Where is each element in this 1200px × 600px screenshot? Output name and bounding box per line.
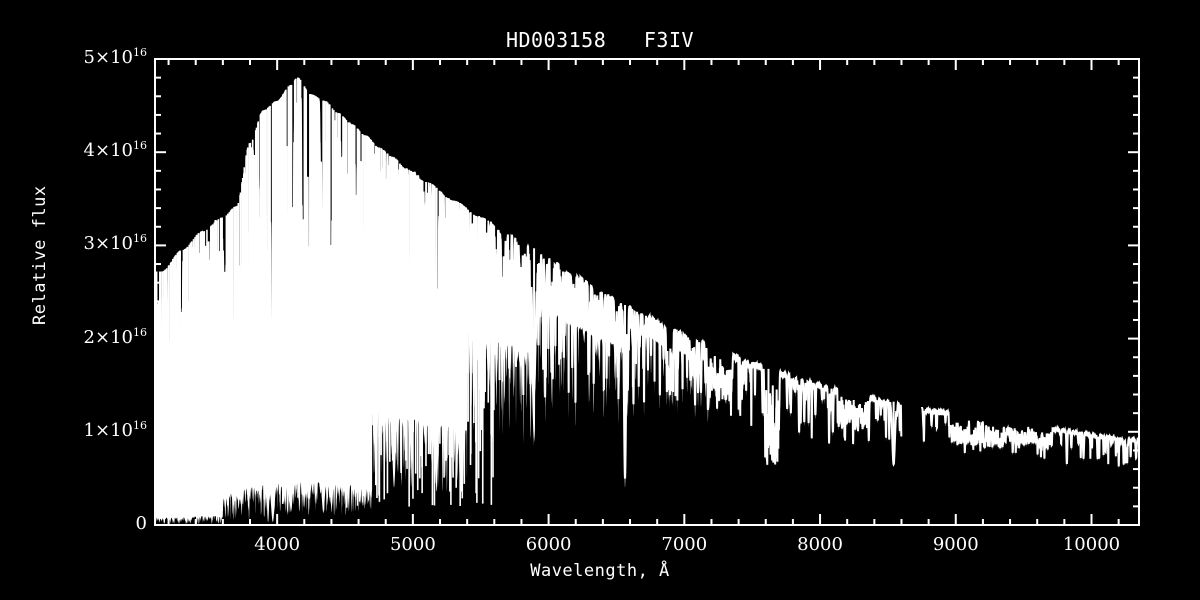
y-tick-label: 0 [135,513,147,534]
y-axis-title: Relative flux [30,185,50,325]
axis-frame [154,58,1140,526]
x-axis-title: Wavelength, Å [530,561,670,581]
x-tick-label: 4000 [254,534,301,555]
y-tick-label: 3×1016 [83,232,147,255]
y-tick-label: 5×1016 [83,46,147,68]
x-tick-label: 6000 [525,534,572,555]
y-tick-label: 1×1016 [83,418,147,441]
y-tick-label: 2×1016 [83,325,147,348]
spectrum-trace [156,77,1138,524]
x-tick-label: 9000 [932,534,979,555]
x-tick-label: 5000 [389,534,436,555]
x-tick-label: 8000 [797,534,843,555]
x-tick-label: 10000 [1062,534,1121,555]
y-tick-label: 4×1016 [83,139,147,162]
page-title: HD003158 F3IV [505,28,695,52]
x-tick-label: 7000 [661,534,708,555]
